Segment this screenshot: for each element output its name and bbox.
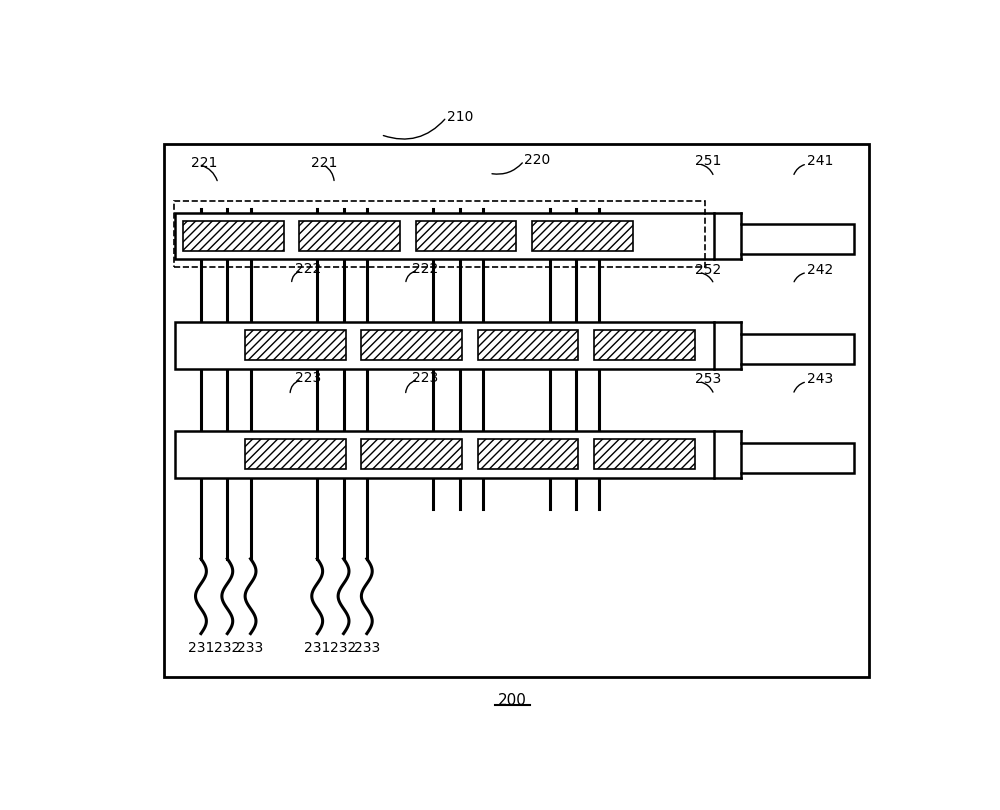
Text: 221: 221	[311, 156, 337, 169]
Text: 253: 253	[695, 372, 721, 386]
Text: 223: 223	[412, 371, 438, 385]
Text: 222: 222	[412, 262, 438, 275]
Text: 231: 231	[188, 641, 214, 655]
Bar	[416, 220, 516, 250]
Bar	[245, 439, 346, 469]
Text: 241: 241	[807, 155, 833, 168]
Bar	[478, 330, 578, 360]
Text: 251: 251	[695, 155, 721, 168]
Text: 231: 231	[304, 641, 330, 655]
Bar	[175, 322, 714, 369]
Bar	[164, 144, 869, 677]
Bar	[361, 330, 462, 360]
Text: 223: 223	[296, 371, 322, 385]
Bar	[594, 330, 695, 360]
Bar	[478, 439, 578, 469]
Bar	[175, 212, 714, 259]
Bar	[299, 220, 400, 250]
Text: 222: 222	[296, 262, 322, 275]
Text: 242: 242	[807, 263, 833, 277]
Bar	[175, 431, 714, 478]
Text: 243: 243	[807, 372, 833, 386]
Text: 210: 210	[447, 110, 473, 124]
Text: 233: 233	[354, 641, 380, 655]
Bar	[741, 443, 854, 473]
Text: 252: 252	[695, 263, 721, 277]
Text: 232: 232	[214, 641, 240, 655]
Bar	[741, 334, 854, 364]
Bar	[361, 439, 462, 469]
Bar	[741, 224, 854, 254]
Text: 220: 220	[524, 152, 550, 167]
Bar	[532, 220, 633, 250]
Bar	[594, 439, 695, 469]
Bar	[245, 330, 346, 360]
Bar	[174, 202, 705, 266]
Text: 233: 233	[237, 641, 264, 655]
Text: 232: 232	[330, 641, 357, 655]
Text: 221: 221	[191, 156, 217, 169]
Text: 200: 200	[498, 693, 527, 709]
Bar	[183, 220, 284, 250]
